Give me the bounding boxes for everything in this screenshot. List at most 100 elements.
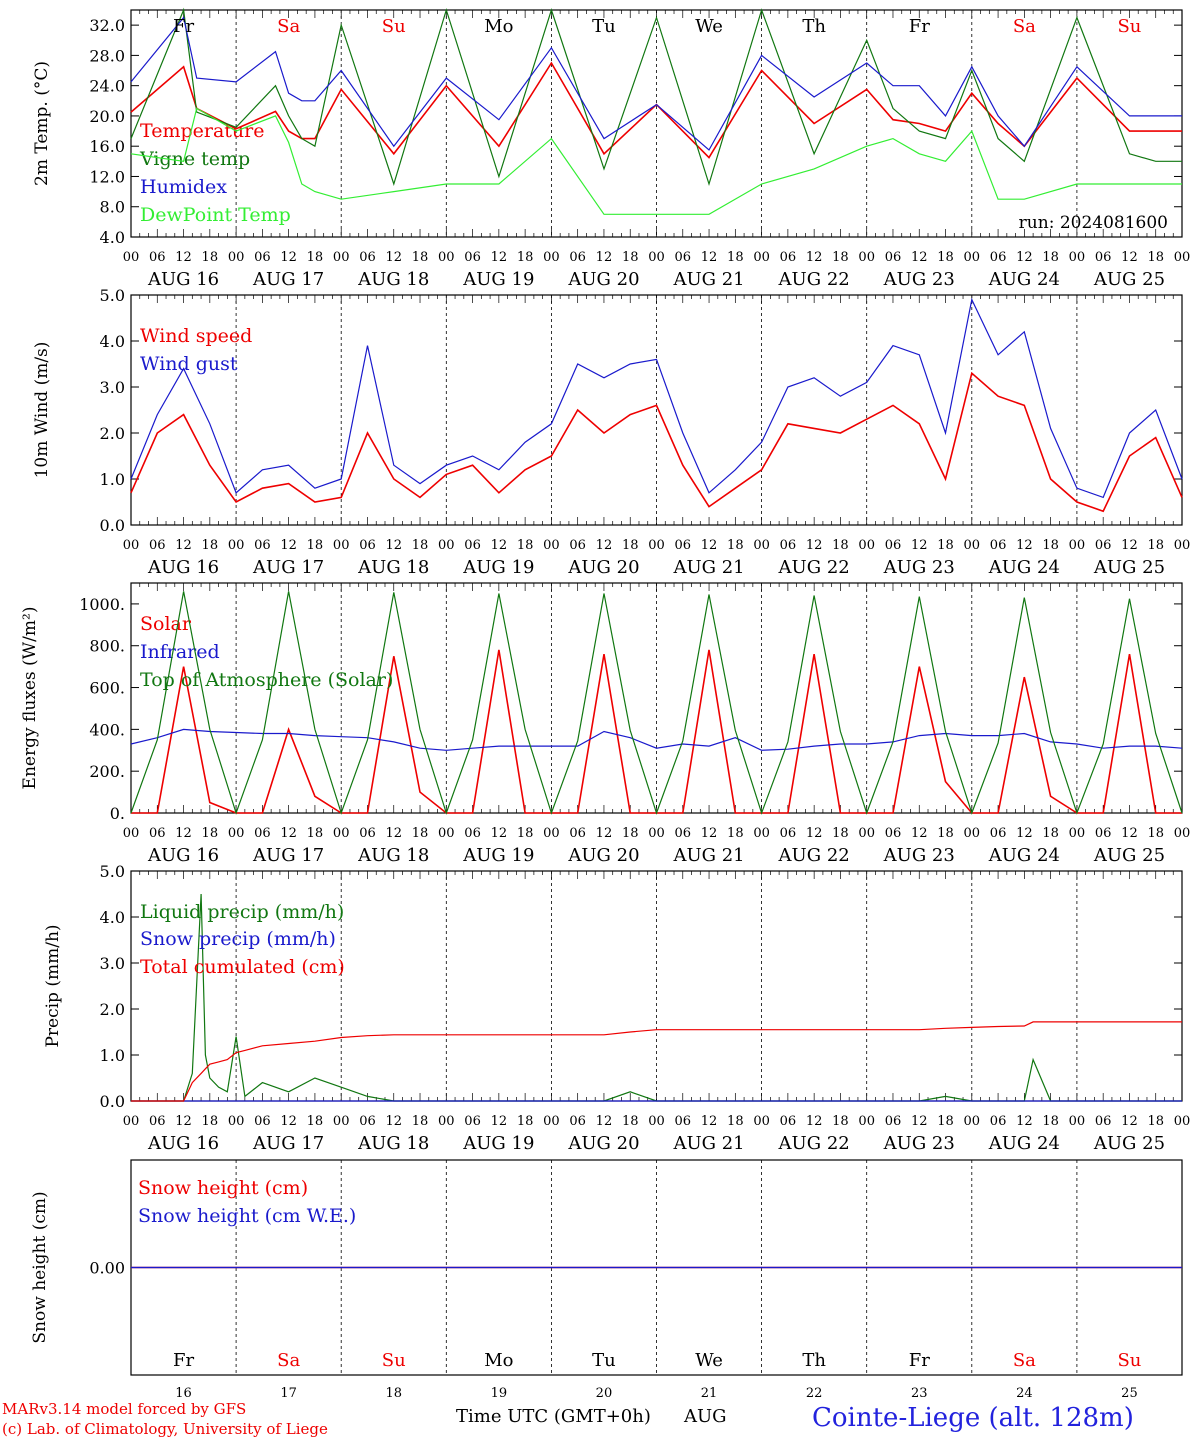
hour-label: 18 <box>937 250 954 265</box>
hour-label: 18 <box>937 826 954 841</box>
hour-label: 06 <box>675 826 692 841</box>
day-name-label: Th <box>802 1350 826 1371</box>
hour-label: 00 <box>438 250 455 265</box>
hour-label: 12 <box>280 250 297 265</box>
hour-label: 06 <box>569 538 586 553</box>
hour-label: 00 <box>228 538 245 553</box>
date-label: AUG 20 <box>567 269 639 290</box>
date-label: AUG 16 <box>147 557 219 578</box>
day-name-label: Fr <box>173 16 194 37</box>
date-label: AUG 17 <box>252 557 324 578</box>
y-tick-label: 200. <box>89 762 125 781</box>
hour-label: 18 <box>202 1114 219 1129</box>
date-label: AUG 22 <box>778 557 850 578</box>
hour-label: 00 <box>753 826 770 841</box>
legend-entry: Top of Atmosphere (Solar) <box>140 669 393 691</box>
legend-entry: Liquid precip (mm/h) <box>140 901 344 923</box>
y-tick-label: 3.0 <box>100 378 125 397</box>
day-name-label: Su <box>382 16 406 37</box>
hour-label: 12 <box>1121 826 1138 841</box>
hour-label: 00 <box>648 826 665 841</box>
date-label: AUG 23 <box>883 1133 955 1154</box>
hour-label: 12 <box>175 250 192 265</box>
hour-label: 00 <box>228 250 245 265</box>
hour-label: 06 <box>1095 250 1112 265</box>
hour-label: 00 <box>858 538 875 553</box>
hour-label: 12 <box>806 826 823 841</box>
day-name-label: Mo <box>484 16 513 37</box>
date-label: AUG 19 <box>462 269 534 290</box>
y-tick-label: 28.0 <box>89 46 125 65</box>
hour-label: 06 <box>254 826 271 841</box>
y-axis-label: Energy fluxes (W/m²) <box>20 607 40 790</box>
date-label: AUG 18 <box>357 269 429 290</box>
y-tick-label: 5.0 <box>100 862 125 881</box>
model-credit: MARv3.14 model forced by GFS <box>2 1400 247 1418</box>
hour-label: 06 <box>675 538 692 553</box>
run-annotation: run: 2024081600 <box>1019 213 1168 233</box>
date-label: AUG 21 <box>672 845 744 866</box>
date-label: AUG 22 <box>778 1133 850 1154</box>
hour-label: 06 <box>569 250 586 265</box>
day-name-label: Th <box>802 16 826 37</box>
y-tick-label: 3.0 <box>100 954 125 973</box>
date-label: AUG 20 <box>567 845 639 866</box>
legend-entry: Snow precip (mm/h) <box>140 928 336 950</box>
hour-label: 00 <box>438 1114 455 1129</box>
date-label: AUG 22 <box>778 845 850 866</box>
hour-label: 06 <box>780 538 797 553</box>
hour-label: 12 <box>806 538 823 553</box>
hour-label: 18 <box>307 826 324 841</box>
hour-label: 00 <box>1174 1114 1191 1129</box>
y-axis-label: Snow height (cm) <box>30 1191 50 1343</box>
hour-label: 12 <box>1016 538 1033 553</box>
hour-label: 12 <box>491 1114 508 1129</box>
hour-label: 06 <box>149 538 166 553</box>
hour-label: 00 <box>858 250 875 265</box>
hour-label: 18 <box>202 826 219 841</box>
hour-label: 18 <box>622 250 639 265</box>
hour-label: 18 <box>202 250 219 265</box>
hour-label: 12 <box>911 826 928 841</box>
y-tick-label: 16.0 <box>89 137 125 156</box>
series-line <box>130 7 1182 187</box>
day-number-label: 24 <box>1016 1386 1033 1401</box>
hour-label: 06 <box>780 826 797 841</box>
y-tick-label: 1.0 <box>100 1046 125 1065</box>
y-tick-label: 400. <box>89 720 125 739</box>
hour-label: 18 <box>517 1114 534 1129</box>
day-name-label: Sa <box>1013 1350 1036 1371</box>
date-label: AUG 17 <box>252 845 324 866</box>
hour-label: 18 <box>727 1114 744 1129</box>
legend-entry: Snow height (cm) <box>138 1177 308 1199</box>
hour-label: 00 <box>1069 538 1086 553</box>
lab-credit: (c) Lab. of Climatology, University of L… <box>2 1420 328 1438</box>
hour-label: 12 <box>385 1114 402 1129</box>
hour-label: 00 <box>228 826 245 841</box>
hour-label: 06 <box>149 826 166 841</box>
hour-label: 06 <box>464 826 481 841</box>
hour-label: 12 <box>806 250 823 265</box>
hour-label: 18 <box>307 1114 324 1129</box>
hour-label: 12 <box>701 826 718 841</box>
hour-label: 00 <box>228 1114 245 1129</box>
date-label: AUG 16 <box>147 1133 219 1154</box>
y-tick-label: 20.0 <box>89 107 125 126</box>
hour-label: 06 <box>675 250 692 265</box>
hour-label: 00 <box>438 826 455 841</box>
hour-label: 18 <box>307 538 324 553</box>
hour-label: 06 <box>780 1114 797 1129</box>
hour-label: 00 <box>123 250 140 265</box>
legend-entry: Wind speed <box>140 325 252 347</box>
hour-label: 00 <box>543 538 560 553</box>
hour-label: 18 <box>622 1114 639 1129</box>
hour-label: 00 <box>964 826 981 841</box>
day-name-label: Fr <box>173 1350 194 1371</box>
hour-label: 18 <box>1147 538 1164 553</box>
month-label: AUG <box>684 1406 727 1427</box>
day-number-label: 20 <box>596 1386 613 1401</box>
hour-label: 18 <box>517 826 534 841</box>
day-name-label: We <box>695 1350 723 1371</box>
y-tick-label: 0. <box>110 804 125 823</box>
date-label: AUG 16 <box>147 845 219 866</box>
